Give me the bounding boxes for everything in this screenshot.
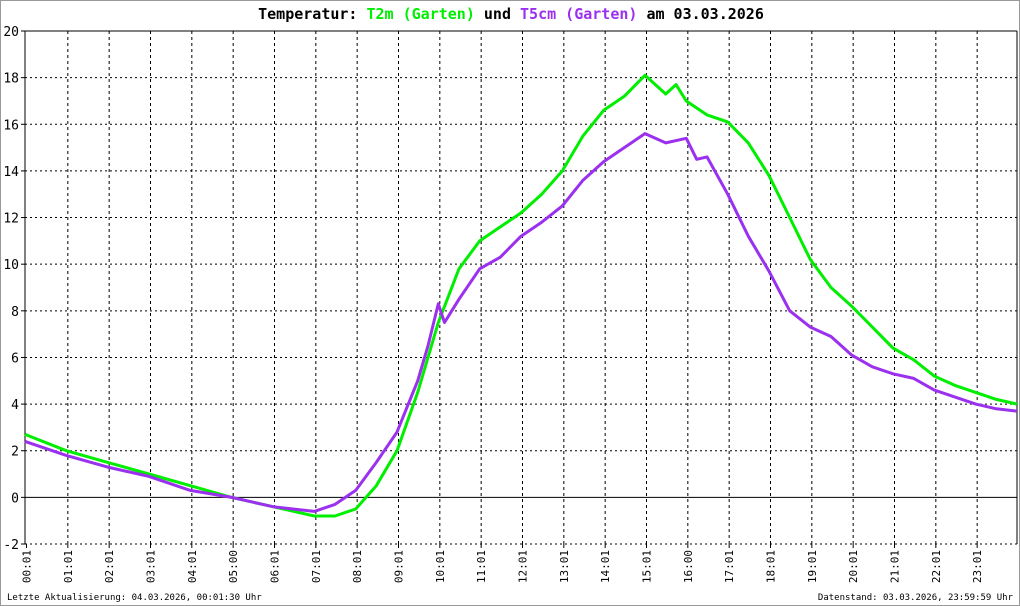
x-tick-label: 18:01 xyxy=(765,550,778,583)
y-tick-label: 16 xyxy=(3,118,19,133)
x-tick-label: 20:01 xyxy=(847,550,860,583)
y-tick-label: 12 xyxy=(3,212,19,227)
x-tick-label: 00:01 xyxy=(21,550,34,583)
x-tick-label: 16:00 xyxy=(682,550,695,583)
title-series-t2m: T2m (Garten) xyxy=(366,5,475,23)
x-tick-label: 21:01 xyxy=(889,550,902,583)
x-tick-label: 01:01 xyxy=(62,550,75,583)
y-tick-label: 4 xyxy=(11,398,19,413)
x-tick-label: 06:01 xyxy=(269,550,282,583)
x-tick-label: 04:01 xyxy=(186,550,199,583)
x-tick-label: 12:01 xyxy=(517,550,530,583)
x-tick-label: 08:01 xyxy=(351,550,364,583)
x-tick-label: 10:01 xyxy=(434,550,447,583)
title-prefix: Temperatur: xyxy=(258,5,367,23)
series-line-t2m xyxy=(24,73,1018,518)
x-tick-label: 13:01 xyxy=(558,550,571,583)
y-tick-label: 10 xyxy=(3,258,19,273)
x-tick-label: 19:01 xyxy=(806,550,819,583)
y-tick-label: 14 xyxy=(3,165,19,180)
y-tick-label: 8 xyxy=(11,305,19,320)
series-line-t5cm xyxy=(24,132,1018,513)
y-tick-label: -2 xyxy=(3,538,19,553)
x-tick-label: 07:01 xyxy=(310,550,323,583)
x-tick-label: 17:01 xyxy=(723,550,736,583)
title-suffix: am 03.03.2026 xyxy=(637,5,764,23)
x-tick-label: 11:01 xyxy=(475,550,488,583)
y-tick-label: 18 xyxy=(3,72,19,87)
x-tick-label: 14:01 xyxy=(599,550,612,583)
chart-title: Temperatur: T2m (Garten) und T5cm (Garte… xyxy=(1,5,1019,23)
data-status-text: Datenstand: 03.03.2026, 23:59:59 Uhr xyxy=(817,593,1013,603)
x-tick-label: 23:01 xyxy=(971,550,984,583)
x-tick-label: 03:01 xyxy=(145,550,158,583)
title-middle: und xyxy=(474,5,521,23)
title-series-t5cm: T5cm (Garten) xyxy=(520,5,638,23)
x-tick-label: 05:00 xyxy=(227,550,240,583)
y-tick-label: 0 xyxy=(11,491,19,506)
x-tick-label: 15:01 xyxy=(641,550,654,583)
x-tick-label: 22:01 xyxy=(930,550,943,583)
y-tick-label: 2 xyxy=(11,445,19,460)
last-update-text: Letzte Aktualisierung: 04.03.2026, 00:01… xyxy=(7,593,262,603)
x-tick-label: 02:01 xyxy=(103,550,116,583)
y-tick-label: 6 xyxy=(11,351,19,366)
y-tick-label: 20 xyxy=(3,25,19,40)
x-tick-label: 09:01 xyxy=(393,550,406,583)
